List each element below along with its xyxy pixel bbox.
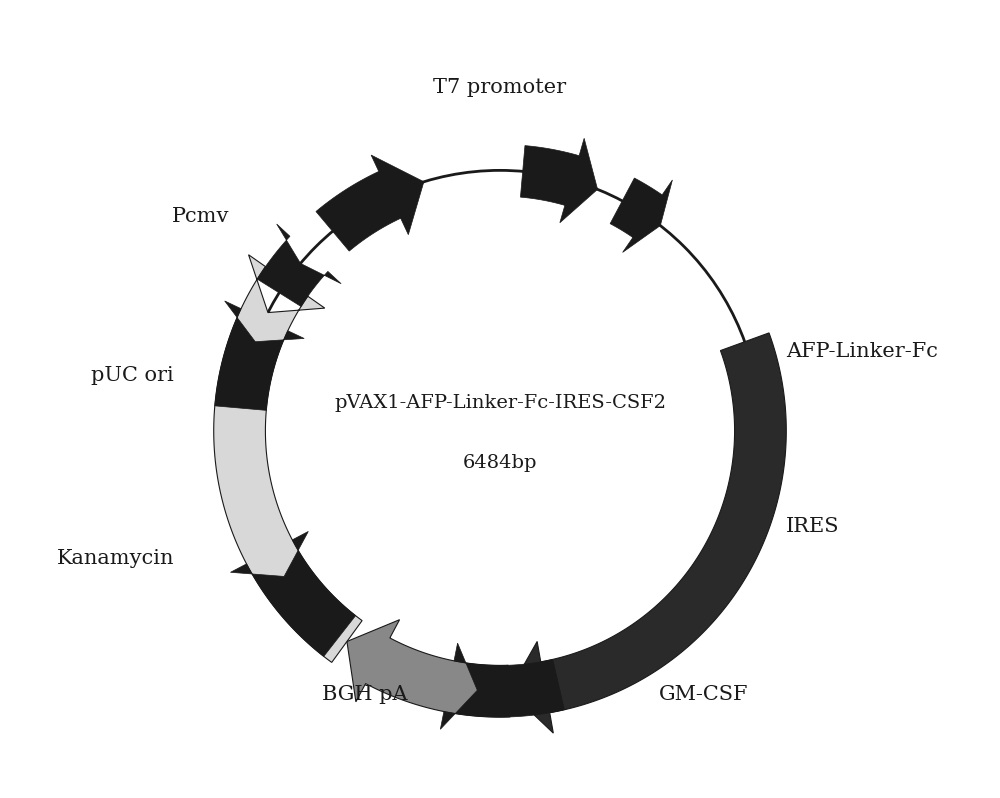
Polygon shape [509,333,786,733]
Text: GM-CSF: GM-CSF [659,685,749,705]
Polygon shape [520,138,598,223]
Polygon shape [257,224,341,306]
Text: Pcmv: Pcmv [172,207,230,226]
Polygon shape [231,531,356,657]
Polygon shape [215,301,304,410]
Text: T7 promoter: T7 promoter [433,78,567,97]
Polygon shape [316,155,424,251]
Text: AFP-Linker-Fc: AFP-Linker-Fc [786,342,938,361]
Polygon shape [610,178,672,252]
Text: 6484bp: 6484bp [463,453,537,472]
Polygon shape [347,620,510,717]
Text: Kanamycin: Kanamycin [56,548,174,567]
Text: IRES: IRES [786,517,840,535]
Text: pUC ori: pUC ori [91,365,174,385]
Polygon shape [440,643,564,729]
Text: BGH pA: BGH pA [322,685,408,705]
Text: pVAX1-AFP-Linker-Fc-IRES-CSF2: pVAX1-AFP-Linker-Fc-IRES-CSF2 [334,394,666,412]
Polygon shape [214,255,362,662]
